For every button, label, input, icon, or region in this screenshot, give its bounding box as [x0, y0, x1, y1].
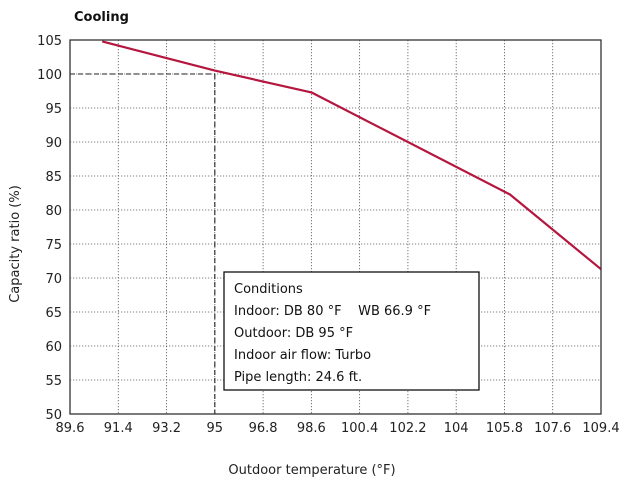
x-tick-labels: 89.6 91.4 93.2 95 96.8 98.6 100.4 102.2 104 105.8… [56, 421, 620, 436]
y-tick-label: 50 [45, 408, 62, 423]
y-tick-label: 65 [45, 306, 62, 321]
x-axis-label: Outdoor temperature (°F) [228, 463, 395, 478]
y-tick-label: 70 [45, 272, 62, 287]
series-line [101, 40, 602, 271]
x-tick-label: 89.6 [56, 421, 85, 436]
conditions-line: Indoor: DB 80 °F WB 66.9 °F [234, 304, 431, 319]
y-tick-label: 100 [37, 68, 62, 83]
x-tick-label: 95 [207, 421, 224, 436]
conditions-box-frame [223, 271, 480, 391]
conditions-line: Indoor air flow: Turbo [234, 348, 371, 363]
y-tick-label: 105 [37, 34, 62, 49]
x-tick-label: 98.6 [297, 421, 326, 436]
reference-lines [70, 73, 216, 414]
y-tick-label: 95 [45, 102, 62, 117]
x-tick-label: 102.2 [389, 421, 426, 436]
y-tick-label: 80 [45, 204, 62, 219]
conditions-line: Conditions [234, 282, 303, 297]
x-tick-label: 93.2 [152, 421, 181, 436]
y-tick-label: 75 [45, 238, 62, 253]
conditions-line: Outdoor: DB 95 °F [234, 326, 353, 341]
x-tick-label: 107.6 [534, 421, 571, 436]
x-tick-label: 96.8 [249, 421, 278, 436]
y-tick-labels: 50 55 60 65 70 75 80 85 90 95 100 105 [37, 34, 62, 423]
y-tick-label: 60 [45, 340, 62, 355]
y-tick-label: 55 [45, 374, 62, 389]
conditions-line: Pipe length: 24.6 ft. [234, 370, 362, 385]
series-group [101, 40, 602, 271]
x-tick-label: 104 [444, 421, 469, 436]
x-tick-label: 91.4 [104, 421, 133, 436]
y-tick-label: 85 [45, 170, 62, 185]
y-tick-label: 90 [45, 136, 62, 151]
y-axis-label: Capacity ratio (%) [8, 185, 23, 303]
plot-frame [69, 39, 602, 415]
chart-title: Cooling [74, 10, 129, 25]
x-tick-label: 105.8 [486, 421, 523, 436]
x-tick-label: 109.4 [582, 421, 619, 436]
x-tick-label: 100.4 [341, 421, 378, 436]
conditions-box: Conditions Indoor: DB 80 °F WB 66.9 °F Out… [223, 271, 480, 391]
